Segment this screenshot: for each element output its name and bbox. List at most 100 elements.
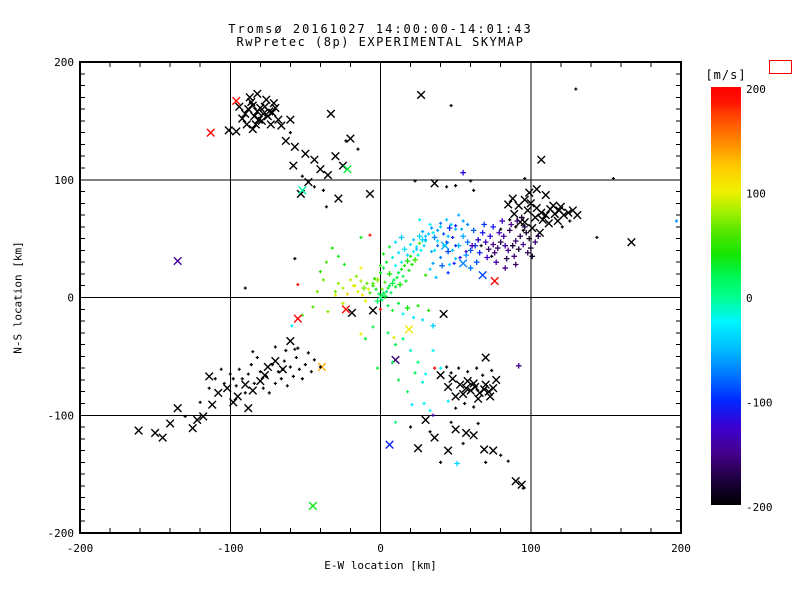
scatter-point-cross [240,109,250,119]
scatter-point-dot [344,139,348,143]
scatter-point-dot [207,386,211,390]
scatter-point-cross [188,423,197,433]
scatter-point-dot [439,255,443,260]
scatter-point-dot [222,381,226,386]
scatter-point-dot [509,242,516,249]
scatter-point-dot [452,261,456,265]
scatter-point-dot [420,229,425,234]
scatter-point-dot [420,380,425,384]
scatter-point-dot [386,286,390,290]
scatter-point-dot [411,238,416,242]
scatter-point-dot [458,255,462,260]
scatter-point-dot [393,420,398,424]
scatter-point-dot [523,229,530,236]
scatter-point-cross [271,103,280,113]
scatter-point-dot [442,232,446,236]
scatter-point-dot [411,249,416,254]
plot-title: Tromsø 20161027 14:00:00-14:01:43 [228,22,533,36]
scatter-point-dot [381,252,386,256]
scatter-point-dot [469,242,475,249]
scatter-point-dot [446,399,450,403]
scatter-point-dot [490,241,496,248]
scatter-point-dot [336,281,341,285]
scatter-point-cross [481,380,490,389]
scatter-point-dot [568,219,572,223]
scatter-point-dot [423,372,428,376]
scatter-point-dot [491,249,498,256]
scatter-point-dot [472,405,476,409]
scatter-point-dot [324,260,329,264]
scatter-point-dot [389,291,393,295]
scatter-point-dot [445,185,449,189]
scatter-point-dot [401,246,408,253]
scatter-point-dot [449,420,453,424]
scatter-point-dot [300,377,304,381]
scatter-point-dot [356,290,360,294]
scatter-point-dot [420,318,425,322]
scatter-point-cross [347,308,357,318]
scatter-point-cross [134,426,143,435]
scatter-point-dot [423,234,428,238]
scatter-point-dot [354,274,359,278]
scatter-point-dot [461,219,465,223]
scatter-point-dot [485,246,492,253]
scatter-point-dot [390,255,395,260]
scatter-point-dot [484,460,488,464]
scatter-point-dot [378,264,383,268]
scatter-point-dot [500,233,507,240]
scatter-point-cross [192,415,202,425]
scatter-point-dot [439,460,443,464]
scatter-point-dot [402,264,407,268]
scatter-point-cross [240,380,250,389]
scatter-point-cross [158,433,167,442]
scatter-point-dot [435,244,440,248]
scatter-point-dot [521,224,528,230]
scatter-point-dot [469,179,473,183]
scatter-point-cross [269,98,279,108]
scatter-point-cross [310,155,319,165]
scatter-point-dot [487,233,493,240]
scatter-point-dot [378,295,383,300]
scatter-point-dot [505,247,512,254]
scatter-point-dot [267,391,271,395]
scatter-point-cross [485,392,495,401]
scatter-point-dot [312,358,316,362]
scatter-point-cross [281,136,291,146]
scatter-point-dot [512,261,519,268]
scatter-point-dot [306,351,310,355]
scatter-point-dot [348,278,353,282]
scatter-point-cross [530,213,540,222]
scatter-point-dot [428,267,432,271]
scatter-point-cross [404,324,414,334]
scatter-point-dot [426,232,431,236]
scatter-point-dot [231,377,235,381]
scatter-point-dot [213,377,217,381]
scatter-point-cross [532,184,542,194]
colorbar-tick-label: 200 [746,83,766,96]
scatter-point-dot [416,253,420,257]
scatter-point-cross [481,353,490,362]
scatter-point-dot [473,259,480,265]
scatter-point-dot [380,287,384,291]
scatter-point-dot [237,367,241,371]
scatter-point-dot [422,401,426,406]
scatter-point-cross [536,208,546,218]
scatter-point-cross [413,443,423,453]
scatter-point-dot [315,290,319,294]
scatter-point-dot [380,293,384,297]
scatter-point-dot [481,373,485,377]
scatter-point-dot [279,377,283,381]
scatter-point-cross [304,177,313,187]
scatter-point-dot [198,400,202,404]
scatter-point-dot [431,348,435,353]
scatter-point-dot [428,408,432,413]
scatter-point-dot [431,231,435,235]
scatter-point-dot [333,290,338,294]
scatter-point-cross [242,120,252,129]
scatter-point-dot [435,228,440,232]
scatter-point-dot [472,188,476,192]
scatter-point-dot [428,222,432,227]
scatter-point-dot [506,459,510,463]
